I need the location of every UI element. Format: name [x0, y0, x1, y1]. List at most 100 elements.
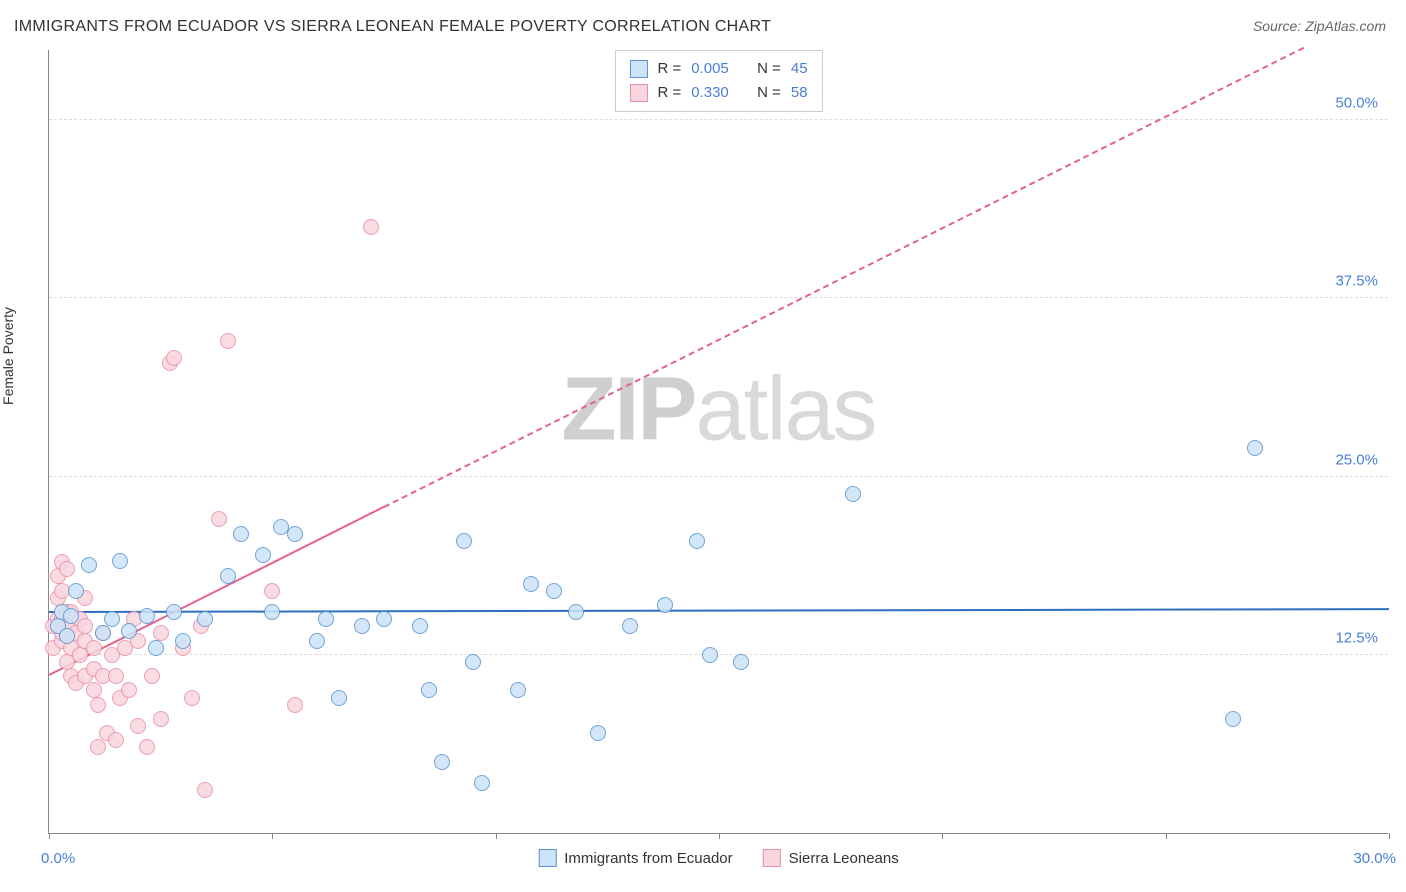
data-point-ecuador	[523, 576, 539, 592]
data-point-ecuador	[264, 604, 280, 620]
data-point-ecuador	[510, 682, 526, 698]
y-tick-label: 25.0%	[1335, 451, 1378, 468]
trend-line	[49, 609, 1389, 614]
data-point-ecuador	[702, 647, 718, 663]
gridline	[49, 119, 1388, 120]
data-point-sierra	[184, 690, 200, 706]
legend-label-ecuador: Immigrants from Ecuador	[564, 850, 732, 867]
data-point-ecuador	[175, 633, 191, 649]
data-point-ecuador	[465, 654, 481, 670]
data-point-ecuador	[421, 682, 437, 698]
bottom-legend: Immigrants from Ecuador Sierra Leoneans	[538, 849, 898, 867]
data-point-ecuador	[474, 775, 490, 791]
legend-label-sierra: Sierra Leoneans	[789, 850, 899, 867]
watermark: ZIPatlas	[561, 359, 875, 462]
data-point-ecuador	[622, 618, 638, 634]
watermark-zip: ZIP	[561, 360, 695, 460]
x-tick	[49, 833, 50, 839]
data-point-ecuador	[331, 690, 347, 706]
x-tick-label-left: 0.0%	[41, 850, 75, 867]
data-point-ecuador	[255, 547, 271, 563]
data-point-ecuador	[657, 597, 673, 613]
gridline	[49, 654, 1388, 655]
data-point-ecuador	[309, 633, 325, 649]
data-point-sierra	[121, 682, 137, 698]
y-tick-label: 12.5%	[1335, 629, 1378, 646]
gridline	[49, 476, 1388, 477]
swatch-sierra	[763, 849, 781, 867]
source-attribution: Source: ZipAtlas.com	[1253, 18, 1386, 34]
data-point-ecuador	[139, 608, 155, 624]
data-point-sierra	[197, 782, 213, 798]
gridline	[49, 297, 1388, 298]
stats-row-ecuador: R = 0.005 N = 45	[629, 57, 807, 81]
r-label: R =	[657, 57, 681, 81]
data-point-ecuador	[568, 604, 584, 620]
data-point-ecuador	[590, 725, 606, 741]
x-tick	[1389, 833, 1390, 839]
swatch-ecuador	[629, 60, 647, 78]
data-point-ecuador	[287, 526, 303, 542]
data-point-sierra	[130, 718, 146, 734]
r-value-sierra: 0.330	[691, 81, 729, 105]
data-point-ecuador	[354, 618, 370, 634]
data-point-sierra	[139, 739, 155, 755]
y-tick-label: 50.0%	[1335, 95, 1378, 112]
watermark-atlas: atlas	[695, 360, 875, 460]
legend-item-ecuador: Immigrants from Ecuador	[538, 849, 732, 867]
data-point-ecuador	[63, 608, 79, 624]
data-point-ecuador	[318, 611, 334, 627]
y-axis-label: Female Poverty	[0, 307, 16, 405]
data-point-sierra	[90, 697, 106, 713]
x-tick	[272, 833, 273, 839]
n-value-sierra: 58	[791, 81, 808, 105]
data-point-sierra	[86, 640, 102, 656]
x-tick-label-right: 30.0%	[1353, 850, 1396, 867]
data-point-sierra	[211, 511, 227, 527]
data-point-ecuador	[733, 654, 749, 670]
data-point-ecuador	[197, 611, 213, 627]
n-value-ecuador: 45	[791, 57, 808, 81]
data-point-ecuador	[148, 640, 164, 656]
data-point-ecuador	[456, 533, 472, 549]
chart-title: IMMIGRANTS FROM ECUADOR VS SIERRA LEONEA…	[14, 18, 771, 36]
data-point-ecuador	[95, 625, 111, 641]
n-label: N =	[757, 57, 781, 81]
data-point-ecuador	[81, 557, 97, 573]
data-point-ecuador	[166, 604, 182, 620]
plot-area: ZIPatlas R = 0.005 N = 45 R = 0.330 N = …	[48, 50, 1388, 834]
data-point-ecuador	[376, 611, 392, 627]
legend-item-sierra: Sierra Leoneans	[763, 849, 899, 867]
r-label: R =	[657, 81, 681, 105]
data-point-ecuador	[233, 526, 249, 542]
r-value-ecuador: 0.005	[691, 57, 729, 81]
y-tick-label: 37.5%	[1335, 273, 1378, 290]
n-label: N =	[757, 81, 781, 105]
data-point-sierra	[363, 219, 379, 235]
data-point-sierra	[90, 739, 106, 755]
data-point-ecuador	[412, 618, 428, 634]
data-point-ecuador	[59, 628, 75, 644]
data-point-sierra	[220, 333, 236, 349]
stats-row-sierra: R = 0.330 N = 58	[629, 81, 807, 105]
data-point-ecuador	[68, 583, 84, 599]
data-point-ecuador	[1247, 440, 1263, 456]
data-point-sierra	[108, 732, 124, 748]
data-point-sierra	[144, 668, 160, 684]
data-point-ecuador	[434, 754, 450, 770]
data-point-ecuador	[220, 568, 236, 584]
data-point-sierra	[108, 668, 124, 684]
data-point-ecuador	[546, 583, 562, 599]
x-tick	[942, 833, 943, 839]
swatch-sierra	[629, 84, 647, 102]
data-point-sierra	[287, 697, 303, 713]
swatch-ecuador	[538, 849, 556, 867]
data-point-sierra	[153, 711, 169, 727]
data-point-ecuador	[104, 611, 120, 627]
data-point-ecuador	[121, 623, 137, 639]
trend-line	[384, 47, 1304, 508]
x-tick	[719, 833, 720, 839]
data-point-ecuador	[1225, 711, 1241, 727]
data-point-sierra	[77, 618, 93, 634]
data-point-ecuador	[689, 533, 705, 549]
